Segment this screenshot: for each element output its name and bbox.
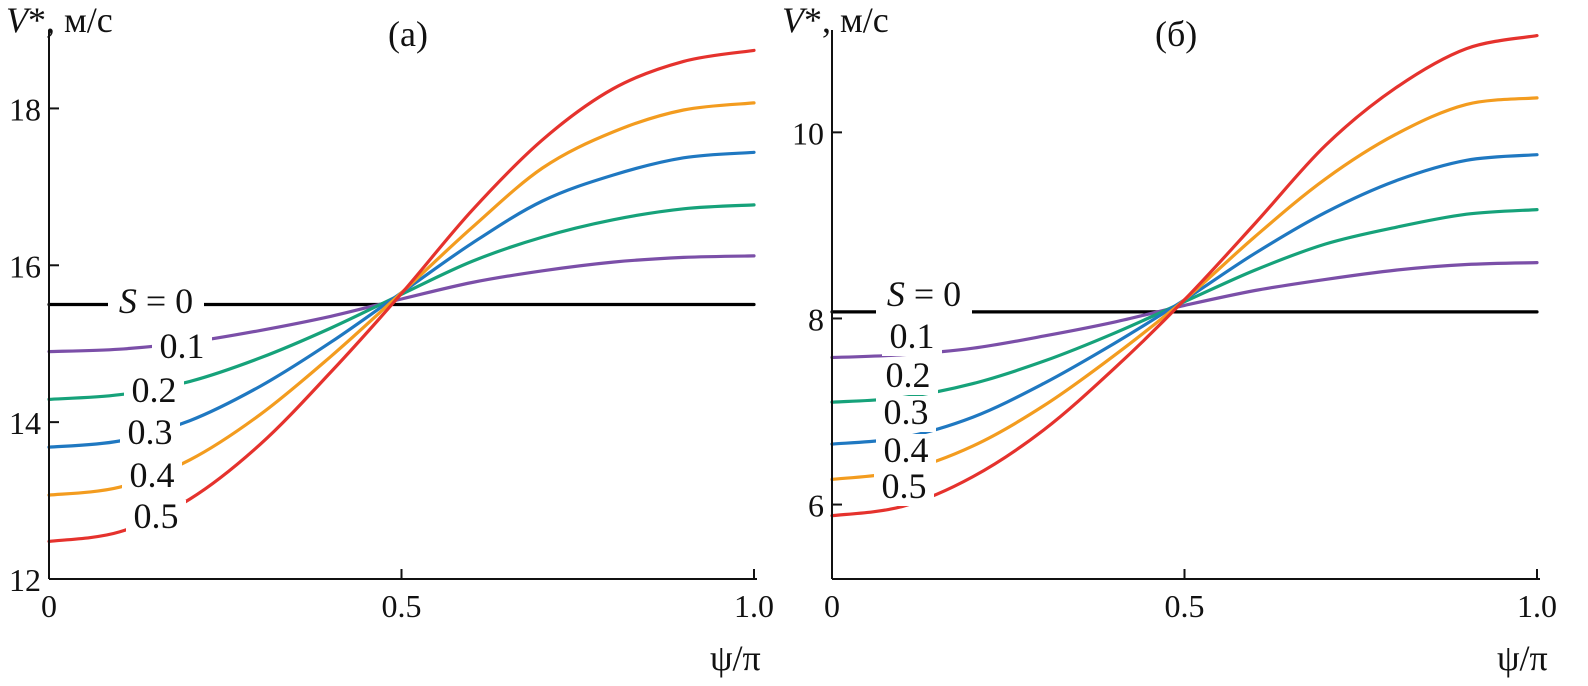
panel-a-series-labels: S = 0 0.10.20.30.40.5 (108, 281, 212, 536)
series-label-bg-4 (876, 434, 936, 470)
series-label-bg-2 (124, 374, 184, 410)
series-label-0: S = 0 (887, 274, 961, 314)
panel-a-title: (a) (388, 14, 428, 54)
x-tick-label: 0.5 (1165, 588, 1205, 624)
panel-b-title: (б) (1155, 14, 1197, 54)
series-label-bg-5 (126, 500, 186, 536)
x-tick-label: 0 (41, 588, 57, 624)
series-label-3: 0.3 (884, 392, 929, 432)
panel-a-x-label: ψ/π (710, 638, 761, 678)
panel-b-series-labels: S = 00.10.20.30.40.5 (874, 274, 972, 506)
series-label-0: S = 0 (119, 281, 193, 321)
x-tick-label: 0.5 (382, 588, 422, 624)
series-label-bg-0 (876, 278, 972, 314)
panel-b-x-label: ψ/π (1497, 638, 1548, 678)
panel-b-curves (830, 34, 1539, 518)
series-label-var: S (887, 274, 905, 314)
series-line-1 (830, 261, 1539, 360)
series-label-bg-1 (152, 330, 212, 366)
series-label-4: 0.4 (130, 455, 175, 495)
series-label-bg-3 (120, 416, 180, 452)
series-label-4: 0.4 (884, 430, 929, 470)
series-line-5 (830, 34, 1539, 518)
panel-a-ticks: 0 0.5 1.0 12 14 16 18 (9, 91, 774, 624)
x-tick-label: 0 (824, 588, 840, 624)
series-label-bg-4 (122, 459, 182, 495)
series-label-5: 0.5 (882, 466, 927, 506)
series-label-bg-1 (882, 320, 942, 356)
series-label-bg-2 (878, 359, 938, 395)
series-label-2: 0.2 (886, 355, 931, 395)
series-label-1: 0.1 (160, 326, 205, 366)
series-label-1: 0.1 (890, 316, 935, 356)
y-tick-label: 16 (9, 248, 41, 284)
series-label-bg-3 (876, 396, 936, 432)
y-tick-label: 18 (9, 91, 41, 127)
panel-a-y-label: V*, м/с (6, 0, 113, 40)
x-tick-label: 1.0 (734, 588, 774, 624)
x-tick-label: 1.0 (1517, 588, 1557, 624)
series-label-5: 0.5 (134, 496, 179, 536)
y-tick-label: 14 (9, 405, 41, 441)
series-label-var: S (119, 281, 137, 321)
series-label-rest: = 0 (137, 281, 193, 321)
y-tick-label: 10 (792, 115, 824, 151)
panel-b-ticks: 0 0.5 1.0 6 8 10 (792, 115, 1557, 624)
series-label-bg-0 (108, 285, 204, 321)
y-tick-label: 6 (808, 488, 824, 524)
series-label-3: 0.3 (128, 412, 173, 452)
y-tick-label: 12 (9, 562, 41, 598)
y-tick-label: 8 (808, 301, 824, 337)
series-label-rest: = 0 (905, 274, 961, 314)
panel-b-y-label: V*, м/с (782, 0, 889, 40)
series-label-bg-5 (874, 470, 934, 506)
series-label-2: 0.2 (132, 370, 177, 410)
